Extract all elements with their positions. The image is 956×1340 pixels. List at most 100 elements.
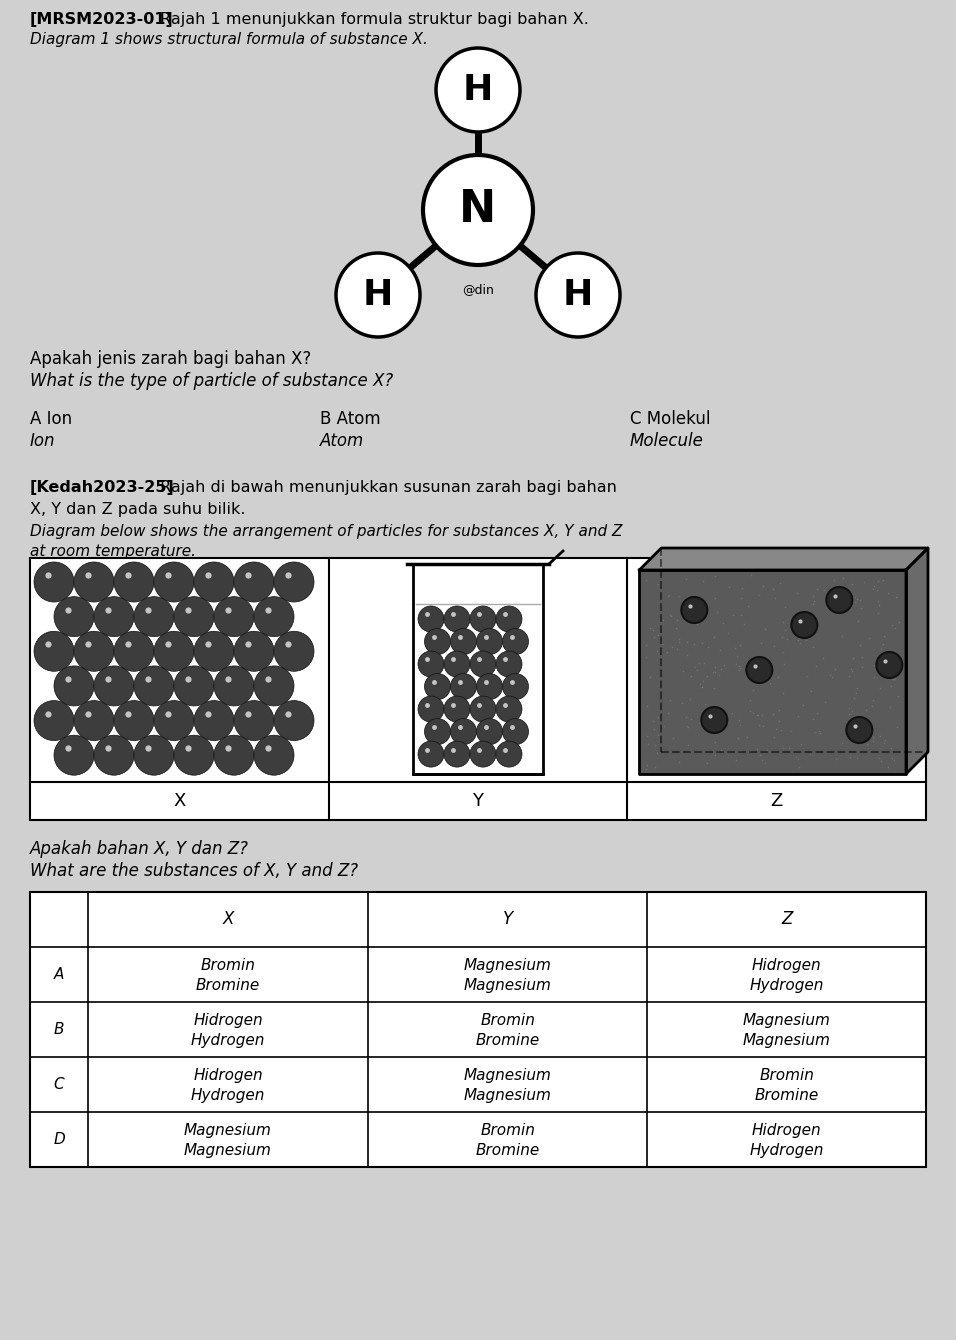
Text: A Ion: A Ion: [30, 410, 72, 427]
Circle shape: [134, 666, 174, 706]
Circle shape: [194, 631, 234, 671]
Circle shape: [94, 736, 134, 776]
Circle shape: [74, 631, 114, 671]
Circle shape: [134, 596, 174, 636]
Text: X: X: [173, 792, 185, 809]
Text: Hidrogen: Hidrogen: [193, 1013, 263, 1028]
Circle shape: [214, 666, 254, 706]
Text: Hidrogen: Hidrogen: [751, 958, 821, 973]
Circle shape: [274, 701, 314, 741]
Circle shape: [424, 628, 450, 654]
Circle shape: [34, 561, 74, 602]
Circle shape: [470, 695, 496, 722]
Circle shape: [34, 701, 74, 741]
Circle shape: [423, 155, 533, 265]
Text: Hydrogen: Hydrogen: [750, 978, 824, 993]
Text: Hydrogen: Hydrogen: [191, 1033, 265, 1048]
Text: Z: Z: [771, 792, 783, 809]
Text: H: H: [363, 277, 393, 312]
Text: Hidrogen: Hidrogen: [751, 1123, 821, 1138]
Circle shape: [496, 695, 522, 722]
Circle shape: [214, 596, 254, 636]
Circle shape: [54, 596, 94, 636]
Text: Z: Z: [781, 910, 793, 929]
Circle shape: [336, 253, 420, 336]
Text: C: C: [54, 1077, 64, 1092]
Circle shape: [792, 612, 817, 638]
Circle shape: [94, 596, 134, 636]
Circle shape: [444, 651, 470, 677]
Circle shape: [476, 628, 503, 654]
Text: Atom: Atom: [320, 431, 364, 450]
Text: C Molekul: C Molekul: [630, 410, 710, 427]
Circle shape: [418, 695, 444, 722]
Circle shape: [154, 701, 194, 741]
Circle shape: [877, 653, 902, 678]
Circle shape: [174, 666, 214, 706]
Bar: [30, 557, 926, 820]
Text: Magnesium: Magnesium: [464, 1088, 552, 1103]
Text: Y: Y: [503, 910, 512, 929]
Circle shape: [174, 736, 214, 776]
Circle shape: [94, 666, 134, 706]
Text: Y: Y: [472, 792, 484, 809]
Text: Bromin: Bromin: [201, 958, 255, 973]
Circle shape: [154, 631, 194, 671]
Circle shape: [114, 701, 154, 741]
Text: at room temperature.: at room temperature.: [30, 544, 196, 559]
Text: Magnesium: Magnesium: [743, 1013, 831, 1028]
Circle shape: [234, 561, 274, 602]
Text: N: N: [460, 189, 496, 232]
Text: Molecule: Molecule: [630, 431, 704, 450]
Circle shape: [34, 631, 74, 671]
Text: A: A: [54, 967, 64, 982]
Text: H: H: [563, 277, 593, 312]
Circle shape: [194, 561, 234, 602]
Circle shape: [418, 606, 444, 632]
Text: Magnesium: Magnesium: [743, 1033, 831, 1048]
Circle shape: [214, 736, 254, 776]
Circle shape: [418, 741, 444, 766]
Circle shape: [114, 561, 154, 602]
Circle shape: [444, 695, 470, 722]
Circle shape: [424, 718, 450, 745]
Circle shape: [503, 718, 529, 745]
Bar: [640, 570, 906, 775]
Circle shape: [536, 253, 620, 336]
Text: Diagram below shows the arrangement of particles for substances X, Y and Z: Diagram below shows the arrangement of p…: [30, 524, 622, 539]
Text: Apakah jenis zarah bagi bahan X?: Apakah jenis zarah bagi bahan X?: [30, 350, 312, 368]
Circle shape: [702, 708, 728, 733]
Circle shape: [54, 736, 94, 776]
Text: Ion: Ion: [30, 431, 55, 450]
Circle shape: [54, 666, 94, 706]
Circle shape: [74, 561, 114, 602]
Text: Hydrogen: Hydrogen: [750, 1143, 824, 1158]
Text: What is the type of particle of substance X?: What is the type of particle of substanc…: [30, 373, 393, 390]
Circle shape: [254, 666, 294, 706]
Circle shape: [194, 701, 234, 741]
Text: B Atom: B Atom: [320, 410, 380, 427]
Circle shape: [747, 657, 772, 683]
Text: D: D: [54, 1132, 65, 1147]
Text: X, Y dan Z pada suhu bilik.: X, Y dan Z pada suhu bilik.: [30, 502, 246, 517]
Circle shape: [846, 717, 872, 742]
Polygon shape: [640, 548, 928, 570]
Text: Bromin: Bromin: [759, 1068, 815, 1083]
Polygon shape: [906, 548, 928, 775]
Text: Bromine: Bromine: [475, 1143, 540, 1158]
Bar: [30, 892, 926, 1167]
Circle shape: [503, 628, 529, 654]
Circle shape: [154, 561, 194, 602]
Circle shape: [682, 598, 707, 623]
Circle shape: [174, 596, 214, 636]
Text: Apakah bahan X, Y dan Z?: Apakah bahan X, Y dan Z?: [30, 840, 249, 858]
Circle shape: [418, 651, 444, 677]
Circle shape: [496, 651, 522, 677]
Circle shape: [470, 741, 496, 766]
Circle shape: [476, 718, 503, 745]
Text: X: X: [223, 910, 233, 929]
Text: Bromin: Bromin: [480, 1013, 535, 1028]
Text: What are the substances of X, Y and Z?: What are the substances of X, Y and Z?: [30, 862, 358, 880]
Circle shape: [234, 701, 274, 741]
Text: Diagram 1 shows structural formula of substance X.: Diagram 1 shows structural formula of su…: [30, 32, 428, 47]
